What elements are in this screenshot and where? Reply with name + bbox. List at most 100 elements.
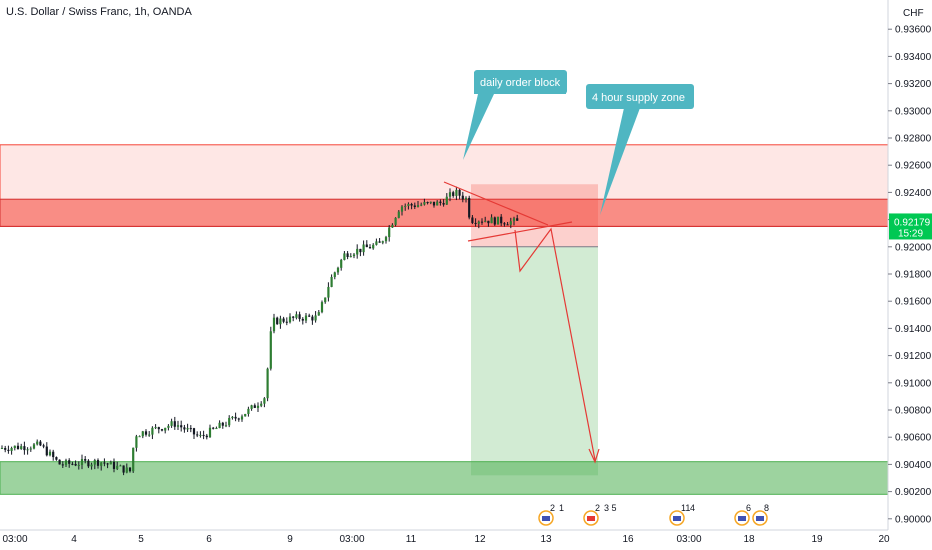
candle-body [276, 317, 279, 325]
candle-body [372, 244, 375, 249]
candle-body [263, 398, 266, 404]
candle-body [413, 205, 416, 207]
candle-body [77, 464, 80, 466]
candle-body [349, 256, 352, 258]
demand-zone [0, 461, 889, 495]
candle-body [7, 449, 10, 451]
price-tick-label: 0.90400 [895, 460, 932, 471]
time-tick-label: 5 [138, 534, 144, 545]
candle-body [458, 189, 461, 196]
candle-body [106, 463, 109, 465]
candle-body [400, 206, 404, 212]
candle-body [192, 428, 196, 435]
event-extra: 3 5 [604, 503, 617, 513]
current-price-value: 0.92179 [894, 217, 931, 228]
candle-body [4, 448, 7, 450]
candle-body [471, 217, 474, 223]
candle-body [301, 318, 304, 321]
candle-body [452, 192, 455, 196]
daily-order-block-box [474, 70, 567, 94]
candle-body [128, 467, 132, 472]
time-tick-label: 19 [811, 534, 823, 545]
candle-body [506, 224, 509, 226]
candle-body [496, 216, 500, 225]
candle-body [324, 297, 327, 303]
candle-body [48, 451, 52, 456]
candle-body [215, 428, 218, 430]
candle-body [416, 205, 420, 207]
candle-body [224, 425, 228, 427]
candle-body [186, 428, 189, 430]
candle-body [36, 441, 39, 445]
candle-body [253, 405, 256, 408]
candle-body [352, 254, 356, 257]
candle-body [61, 464, 64, 466]
candle-body [381, 241, 384, 243]
projection-path [514, 227, 596, 461]
candle-body [378, 241, 381, 243]
candle-body [183, 427, 186, 430]
candle-body [13, 445, 16, 449]
time-tick-label: 20 [878, 534, 890, 545]
candle-body [500, 216, 503, 224]
candle-body [218, 422, 221, 429]
candle-body [288, 316, 292, 323]
price-tick-label: 0.93400 [895, 52, 932, 63]
price-tick-label: 0.90600 [895, 433, 932, 444]
price-tick-label: 0.91800 [895, 270, 932, 281]
price-tick-label: 0.90200 [895, 487, 932, 498]
candle-body [487, 220, 490, 224]
price-tick-label: 0.90000 [895, 514, 932, 525]
time-tick-label: 4 [71, 534, 77, 545]
price-tick-label: 0.93000 [895, 106, 932, 117]
candle-body [490, 217, 493, 224]
candle-body [0, 448, 4, 450]
price-tick-label: 0.92800 [895, 134, 932, 145]
us-flag-icon-flag [673, 516, 681, 521]
currency-label: CHF [903, 8, 924, 19]
candle-body [55, 457, 58, 460]
candle-body [164, 427, 167, 431]
candle-body [202, 434, 205, 436]
candle-body [247, 408, 250, 414]
candle-body [314, 315, 317, 321]
candle-body [426, 202, 429, 204]
candle-body [442, 203, 445, 205]
candle-body [196, 434, 199, 436]
candle-body [26, 449, 29, 451]
candle-body [189, 428, 192, 430]
candle-body [160, 429, 164, 431]
supply-zone-callout-tail [600, 108, 640, 215]
candle-body [138, 436, 141, 438]
candle-body [122, 465, 125, 473]
candle-body [112, 461, 116, 469]
candle-body [39, 441, 42, 446]
candle-body [93, 460, 96, 465]
candle-body [173, 421, 176, 427]
time-tick-label: 18 [743, 534, 755, 545]
candle-body [477, 221, 480, 224]
candle-body [29, 448, 32, 450]
candle-body [292, 316, 295, 318]
price-tick-label: 0.92600 [895, 161, 932, 172]
candle-body [208, 427, 212, 438]
projection-arrowhead [588, 448, 600, 464]
candle-body [157, 427, 160, 430]
supply-zone-callout-label: 4 hour supply zone [592, 92, 685, 104]
current-price-badge [889, 213, 932, 240]
candle-body [298, 314, 301, 319]
candle-body [116, 465, 119, 469]
time-tick-label: 03:00 [2, 534, 27, 545]
candle-body [221, 422, 224, 426]
candle-body [295, 314, 298, 318]
candle-body [375, 241, 378, 245]
candle-body [237, 418, 240, 420]
us-flag-icon-flag [738, 516, 746, 521]
candle-body [167, 425, 170, 428]
price-tick-label: 0.93200 [895, 79, 932, 90]
candle-body [260, 403, 263, 406]
time-tick-label: 12 [474, 534, 486, 545]
candle-body [119, 465, 122, 467]
event-count: 8 [764, 503, 769, 513]
